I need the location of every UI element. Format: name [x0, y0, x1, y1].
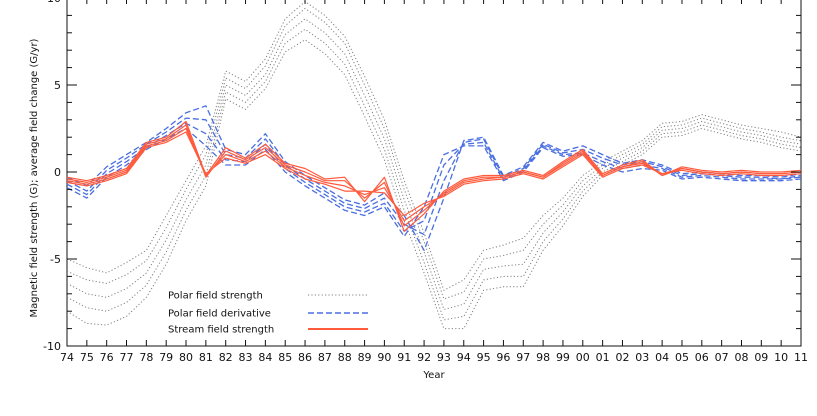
- x-tick-label: 81: [199, 351, 213, 364]
- x-tick-label: 90: [377, 351, 391, 364]
- x-tick-label: 76: [100, 351, 114, 364]
- x-tick-label: 82: [219, 351, 233, 364]
- x-tick-label: 08: [734, 351, 748, 364]
- x-tick-label: 99: [556, 351, 570, 364]
- x-tick-label: 77: [120, 351, 134, 364]
- y-tick-label: 10: [47, 0, 61, 5]
- x-tick-label: 83: [239, 351, 253, 364]
- legend-item-stream-field-strength: Stream field strength: [168, 325, 368, 336]
- x-tick-label: 96: [496, 351, 510, 364]
- x-tick-label: 00: [576, 351, 590, 364]
- x-tick-label: 98: [536, 351, 550, 364]
- x-tick-label: 04: [655, 351, 669, 364]
- series-line-polar-field-derivative-7: [66, 122, 802, 232]
- series-line-polar-field-strength-2: [66, 18, 802, 310]
- legend-item-polar-field-derivative: Polar field derivative: [168, 309, 368, 320]
- x-tick-label: 84: [258, 351, 272, 364]
- x-axis-ticks: 74 75 76 77 78 79 80 81 82 83 84 85 86 87 88 89 90 91 92 93…: [60, 0, 808, 364]
- legend: Polar field strength Polar field derivat…: [168, 291, 368, 336]
- x-tick-label: 97: [516, 351, 530, 364]
- x-tick-label: 86: [298, 351, 312, 364]
- x-tick-label: 80: [179, 351, 193, 364]
- x-tick-label: 06: [695, 351, 709, 364]
- series-line-polar-field-strength-4: [66, 39, 802, 330]
- y-axis-label: Magnetic field strength (G); average fie…: [29, 38, 40, 317]
- series-line-polar-field-derivative-6: [66, 117, 802, 236]
- y-tick-label: -10: [43, 340, 61, 353]
- x-tick-label: 74: [60, 351, 74, 364]
- x-tick-label: 78: [139, 351, 153, 364]
- series-line-stream-field-strength-10: [66, 124, 802, 227]
- x-tick-label: 01: [596, 351, 610, 364]
- x-tick-label: 85: [278, 351, 292, 364]
- x-tick-label: 05: [675, 351, 689, 364]
- y-tick-label: -5: [50, 253, 61, 266]
- x-tick-label: 95: [477, 351, 491, 364]
- x-tick-label: 79: [159, 351, 173, 364]
- x-tick-label: 93: [437, 351, 451, 364]
- x-tick-label: 91: [397, 351, 411, 364]
- series-line-polar-field-derivative-5: [66, 105, 802, 251]
- series-line-polar-field-derivative-8: [66, 127, 802, 238]
- x-tick-label: 03: [635, 351, 649, 364]
- x-tick-label: 89: [358, 351, 372, 364]
- series-line-polar-field-strength-1: [66, 7, 802, 300]
- plot-area: 74 75 76 77 78 79 80 81 82 83 84 85 86 87 88 89 90 91 92 93…: [43, 0, 808, 364]
- x-tick-label: 02: [615, 351, 629, 364]
- legend-label-polar-field-strength: Polar field strength: [168, 291, 263, 302]
- x-tick-label: 11: [794, 351, 808, 364]
- x-tick-label: 87: [318, 351, 332, 364]
- y-axis-ticks: -10 -5 0 5 10: [43, 0, 801, 353]
- series-line-stream-field-strength-9: [66, 120, 802, 232]
- y-tick-label: 5: [54, 79, 61, 92]
- x-tick-label: 10: [774, 351, 788, 364]
- x-tick-label: 94: [457, 351, 471, 364]
- legend-label-stream-field-strength: Stream field strength: [168, 325, 274, 336]
- x-tick-label: 92: [417, 351, 431, 364]
- y-tick-label: 0: [54, 166, 61, 179]
- series-line-polar-field-strength-0: [66, 1, 802, 291]
- x-axis-label: Year: [422, 370, 445, 381]
- series-layer: [66, 1, 802, 330]
- x-tick-label: 07: [715, 351, 729, 364]
- legend-label-polar-field-derivative: Polar field derivative: [168, 309, 271, 320]
- x-tick-label: 75: [80, 351, 94, 364]
- legend-item-polar-field-strength: Polar field strength: [168, 291, 368, 302]
- x-tick-label: 88: [338, 351, 352, 364]
- series-line-stream-field-strength-11: [66, 127, 802, 222]
- x-tick-label: 09: [754, 351, 768, 364]
- series-line-stream-field-strength-12: [66, 131, 802, 217]
